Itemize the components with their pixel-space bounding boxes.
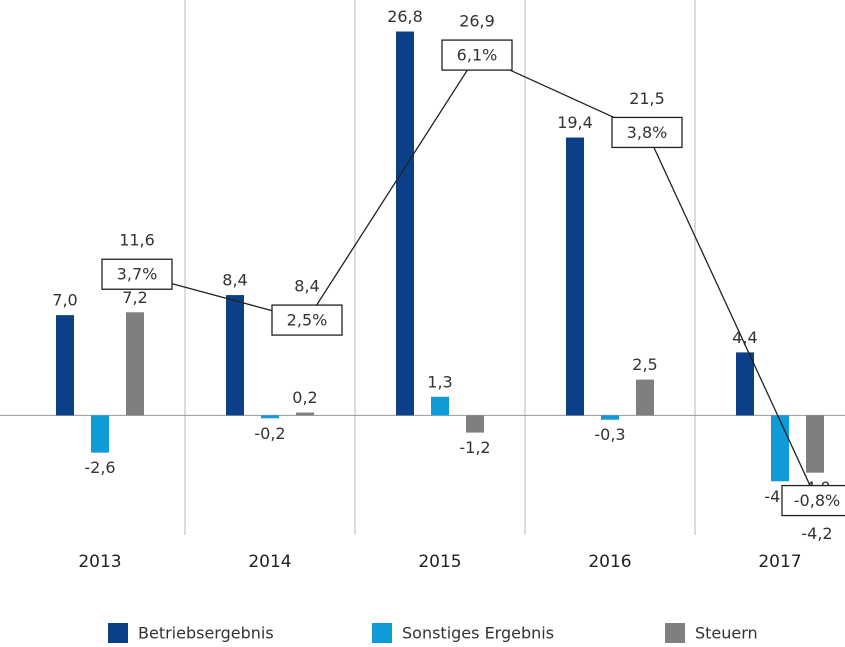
bar [56, 315, 74, 416]
separators [184, 0, 696, 535]
legend-label: Steuern [695, 624, 758, 643]
bar [601, 415, 619, 420]
x-tick-label: 2017 [758, 552, 801, 572]
margin-box [781, 484, 845, 517]
bar [396, 31, 414, 416]
data-label: 2,5 [632, 355, 657, 374]
bar [771, 415, 789, 482]
margin-box [441, 39, 513, 71]
legend-swatch [665, 623, 685, 643]
legend-swatch [108, 623, 128, 643]
total-label: 21,5 [629, 89, 665, 108]
margin-box [101, 258, 173, 290]
bar [126, 312, 144, 416]
bar [296, 412, 314, 416]
data-label: 19,4 [557, 113, 593, 132]
bar [566, 137, 584, 416]
data-label: -2,6 [84, 458, 115, 477]
total-label: -4,2 [801, 524, 832, 543]
data-label: -1,2 [459, 438, 490, 457]
x-tick-label: 2016 [588, 552, 631, 572]
data-label: -0,3 [594, 425, 625, 444]
total-label: 11,6 [119, 231, 155, 250]
data-label: 7,0 [52, 291, 77, 310]
legend-label: Betriebsergebnis [138, 624, 274, 643]
data-label: 8,4 [222, 271, 247, 290]
margin-label: 6,1% [457, 46, 498, 65]
bar [91, 415, 109, 453]
x-tick-label: 2013 [78, 552, 121, 572]
margin-label: 3,7% [117, 265, 158, 284]
margin-label: 2,5% [287, 311, 328, 330]
bar [226, 295, 244, 416]
x-tick-label: 2015 [418, 552, 461, 572]
margin-label: -0,8% [794, 491, 840, 510]
bar [636, 379, 654, 416]
data-label: 4,4 [732, 328, 757, 347]
bar [431, 396, 449, 416]
total-label: 26,9 [459, 12, 495, 31]
data-label: 7,2 [122, 288, 147, 307]
legend-label: Sonstiges Ergebnis [402, 624, 554, 643]
legend-swatch [372, 623, 392, 643]
total-label: 8,4 [294, 277, 319, 296]
bar [261, 415, 279, 419]
x-tick-label: 2014 [248, 552, 291, 572]
data-label: -0,2 [254, 424, 285, 443]
margin-label: 3,8% [627, 123, 668, 142]
margin-box [271, 304, 343, 336]
data-label: 0,2 [292, 388, 317, 407]
margin-box [611, 116, 683, 149]
bar [806, 415, 824, 473]
data-label: 1,3 [427, 372, 452, 391]
data-label: 26,8 [387, 7, 423, 26]
bar [466, 415, 484, 433]
bar [736, 352, 754, 416]
